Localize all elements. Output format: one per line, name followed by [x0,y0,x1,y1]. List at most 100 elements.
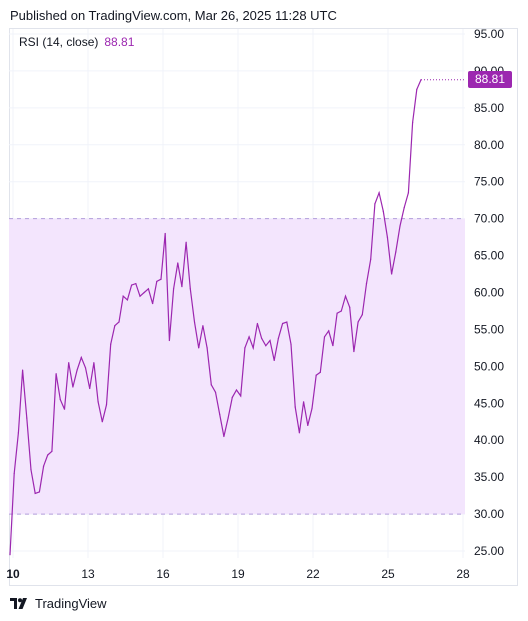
rsi-point [332,345,334,347]
rsi-point [231,396,233,398]
rsi-point [181,285,183,288]
rsi-point [336,312,338,314]
rsi-point [219,413,221,415]
rsi-point [9,554,11,556]
rsi-band [9,218,465,515]
rsi-point [80,356,82,359]
rsi-point [235,389,238,391]
legend-label: RSI (14, close) [19,35,99,49]
published-caption: Published on TradingView.com, Mar 26, 20… [10,8,337,23]
rsi-point [227,417,229,419]
rsi-point [131,284,133,286]
y-tick-label: 60.00 [474,286,504,300]
rsi-point [269,339,271,342]
rsi-point [93,362,95,364]
legend-value: 88.81 [104,35,135,49]
y-tick-label: 25.00 [474,544,504,558]
rsi-point [206,347,208,349]
rsi-point [294,406,296,408]
y-tick-label: 35.00 [474,470,504,484]
rsi-point [164,232,166,235]
rsi-point [223,435,225,438]
rsi-point [374,203,376,205]
y-tick-label: 40.00 [474,433,504,447]
footer: TradingView [10,596,107,611]
rsi-point [122,295,124,297]
rsi-point [261,337,263,339]
rsi-point [114,325,116,327]
rsi-point [412,122,414,124]
rsi-point [63,408,66,410]
x-tick-label: 28 [456,567,470,581]
rsi-point [248,336,250,338]
rsi-point [403,206,405,209]
y-tick-label: 30.00 [474,507,504,521]
rsi-point [344,295,347,297]
rsi-point [298,432,300,434]
rsi-point [26,417,28,419]
rsi-point [202,325,204,327]
last-value-badge: 88.81 [468,71,512,88]
rsi-point [68,362,70,364]
rsi-point [315,374,317,376]
rsi-point [17,432,19,434]
rsi-point [135,283,137,285]
rsi-point [328,330,330,332]
rsi-point [156,280,158,283]
rsi-point [168,339,170,342]
legend: RSI (14, close) 88.81 [19,35,134,49]
rsi-point [139,295,141,297]
rsi-point [244,347,246,349]
y-tick-label: 95.00 [474,27,504,41]
rsi-point [172,288,175,290]
rsi-point [323,336,326,338]
rsi-point [240,395,242,397]
y-tick-label: 85.00 [474,101,504,115]
rsi-point [147,288,149,290]
rsi-point [72,386,74,388]
rsi-point [55,373,57,375]
rsi-point [311,407,313,410]
rsi-point [407,192,410,194]
x-tick-label: 25 [381,567,395,581]
rsi-point [286,321,288,323]
rsi-point [51,450,53,452]
rsi-point [256,322,259,325]
y-tick-label: 70.00 [474,212,504,226]
rsi-point [30,469,32,471]
rsi-point [126,299,129,301]
rsi-point [13,472,15,475]
y-tick-label: 75.00 [474,175,504,189]
x-tick-label: 16 [156,567,170,581]
rsi-point [160,278,162,280]
x-tick-label: 19 [231,567,245,581]
y-tick-label: 50.00 [474,359,504,373]
rsi-point [395,251,397,253]
rsi-point [277,337,280,339]
x-axis-ticks: 10 13 16 19 22 25 28 [6,567,470,581]
y-tick-label: 65.00 [474,249,504,263]
rsi-point [349,306,351,308]
rsi-point [210,384,212,386]
y-tick-label: 55.00 [474,322,504,336]
rsi-point [399,225,401,227]
rsi-point [353,350,355,353]
y-tick-label: 80.00 [474,138,504,152]
rsi-point [382,210,384,212]
rsi-point [193,321,196,323]
rsi-point [416,88,418,90]
rsi-point [38,491,40,493]
rsi-point [391,273,393,275]
rsi-point [84,367,87,369]
rsi-point [59,398,61,401]
rsi-point [282,322,284,325]
rsi-point [265,345,267,347]
rsi-point [273,359,275,362]
rsi-point [340,310,342,312]
rsi-points [9,79,422,556]
rsi-point [101,421,103,423]
rsi-point [89,387,91,390]
rsi-point [214,391,217,393]
rsi-point [185,241,187,243]
